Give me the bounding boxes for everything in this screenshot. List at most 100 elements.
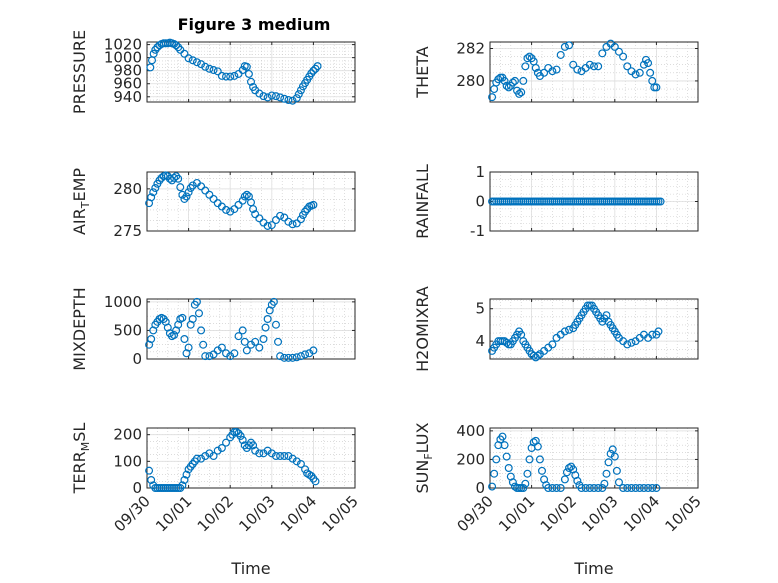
axes-background	[147, 172, 355, 231]
data-point	[205, 190, 214, 199]
data-point	[500, 76, 509, 85]
data-point	[188, 315, 197, 324]
data-point	[311, 477, 320, 486]
data-point	[309, 200, 318, 209]
data-point	[585, 484, 594, 493]
data-point	[635, 68, 644, 77]
x-tick-label: 10/02	[194, 492, 237, 535]
data-point	[146, 63, 155, 72]
data-point	[565, 464, 574, 473]
x-tick-label: 10/03	[578, 492, 621, 535]
y-tick-label: 0	[132, 350, 142, 368]
data-point	[309, 66, 318, 75]
y-tick-label: 100	[113, 452, 142, 470]
data-point	[192, 454, 201, 463]
y-tick-label: 980	[113, 62, 142, 80]
axes-box	[146, 171, 356, 232]
data-point	[186, 184, 195, 193]
data-point	[556, 50, 565, 59]
data-point	[488, 482, 497, 491]
data-point	[533, 351, 542, 360]
data-point	[619, 52, 628, 61]
data-point	[623, 484, 632, 493]
y-axis-label: RAINFALL	[413, 164, 432, 239]
data-point	[217, 343, 226, 352]
data-point	[199, 340, 208, 349]
data-point	[639, 484, 648, 493]
data-point	[244, 69, 253, 78]
data-point	[556, 484, 565, 493]
y-axis-label: PRESSURE	[70, 30, 89, 114]
y-axis-label: SUNFLUX	[413, 422, 435, 493]
data-point	[525, 52, 534, 61]
data-point	[147, 476, 156, 485]
data-point	[560, 327, 569, 336]
data-point	[589, 62, 598, 71]
data-point	[188, 181, 197, 190]
data-point	[209, 194, 218, 203]
data-point	[213, 446, 222, 455]
data-point	[604, 458, 613, 467]
x-tick-label: 10/03	[235, 492, 278, 535]
subplot-h2omixra: 4 5 H2OMIXRA	[413, 286, 699, 372]
data-point	[540, 68, 549, 77]
data-point	[560, 42, 569, 51]
data-point	[639, 60, 648, 69]
data-point	[242, 62, 251, 71]
data-point	[296, 86, 305, 95]
data-point	[170, 173, 179, 182]
x-tick-label: 10/04	[277, 492, 320, 535]
data-point	[178, 481, 187, 490]
data-point	[251, 337, 260, 346]
data-point	[201, 62, 210, 71]
data-point	[197, 60, 206, 69]
y-tick-label: 1	[475, 163, 485, 181]
data-point	[602, 469, 611, 478]
data-point	[529, 438, 538, 447]
data-point	[552, 484, 561, 493]
data-point	[274, 337, 283, 346]
y-tick-label: 0	[475, 479, 485, 497]
data-point	[519, 484, 528, 493]
data-point	[303, 469, 312, 478]
data-point	[644, 484, 653, 493]
y-tick-label: 200	[113, 426, 142, 444]
data-point	[242, 190, 251, 199]
data-point	[504, 464, 513, 473]
data-point	[213, 67, 222, 76]
data-point	[230, 349, 239, 358]
data-point	[535, 455, 544, 464]
axes-box	[489, 41, 699, 103]
x-tick-label: 10/04	[620, 492, 663, 535]
data-point	[565, 41, 574, 50]
data-point	[552, 65, 561, 74]
data-point	[255, 214, 264, 223]
data-point	[205, 449, 214, 458]
data-point	[197, 326, 206, 335]
data-point	[236, 432, 245, 441]
data-point	[238, 436, 247, 445]
y-tick-label: -1	[470, 222, 485, 240]
data-point	[492, 455, 501, 464]
x-tick-label: 10/01	[152, 492, 195, 535]
y-axis-label: THETA	[413, 46, 432, 98]
data-point	[515, 89, 524, 98]
data-point	[313, 62, 322, 71]
data-point	[222, 72, 231, 81]
data-point	[174, 174, 183, 183]
data-point	[294, 90, 303, 99]
data-point	[614, 47, 623, 56]
data-point	[201, 186, 210, 195]
y-tick-label: 0	[132, 479, 142, 497]
data-point	[296, 215, 305, 224]
data-point	[230, 71, 239, 80]
data-point	[263, 446, 272, 455]
data-point	[573, 476, 582, 485]
data-point	[288, 454, 297, 463]
data-point	[292, 94, 301, 103]
data-point	[276, 211, 285, 220]
data-point	[623, 62, 632, 71]
data-point	[255, 343, 264, 352]
